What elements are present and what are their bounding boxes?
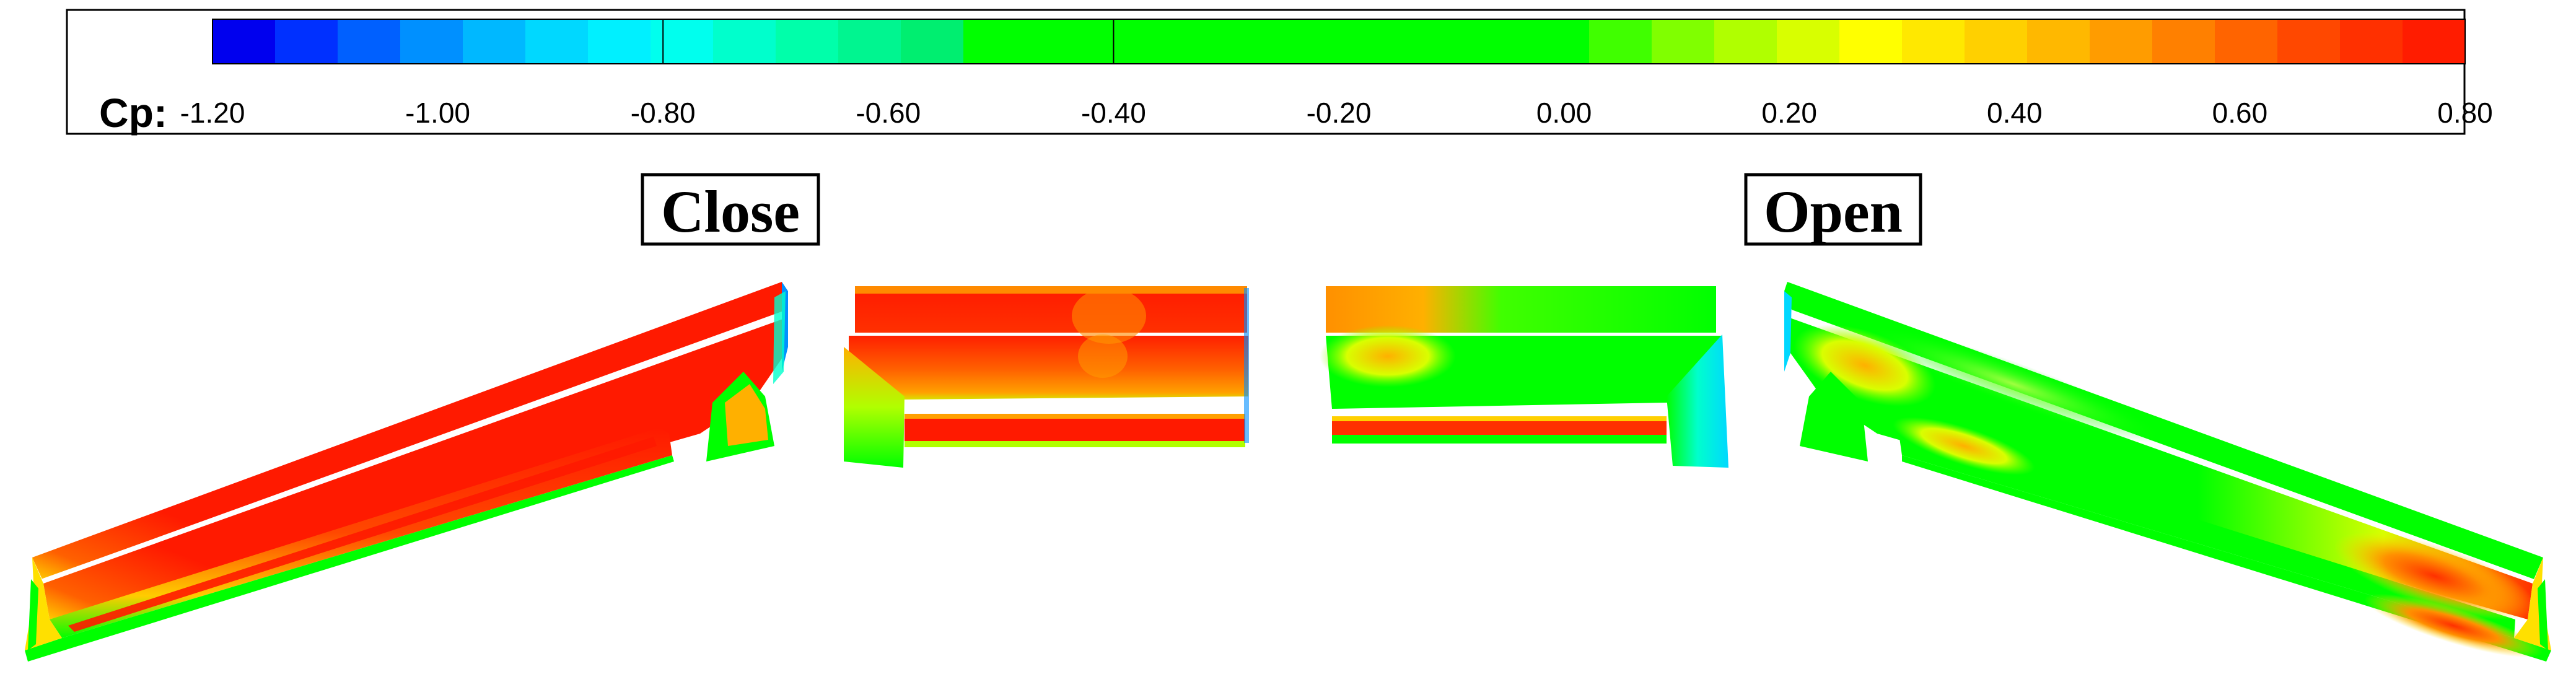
colorbar-band — [1777, 19, 1840, 64]
open-wing-light-band — [1862, 325, 2165, 443]
colorbar-tick-label: -0.80 — [631, 97, 696, 129]
open-label: Open — [1764, 178, 1903, 245]
colorbar-band — [1026, 19, 1089, 64]
colorbar-band — [1527, 19, 1590, 64]
colorbar-band — [1589, 19, 1652, 64]
colorbar-tick-label: -1.00 — [405, 97, 470, 129]
colorbar-band — [525, 19, 589, 64]
open-fuselage-stripe-bottom — [1332, 435, 1667, 444]
close-fuselage-stripe — [905, 419, 1245, 441]
colorbar-tick-label: 0.40 — [1987, 97, 2043, 129]
colorbar-band — [2090, 19, 2153, 64]
close-label-box: Close — [641, 173, 820, 246]
colorbar-band — [1652, 19, 1715, 64]
colorbar-band — [713, 19, 776, 64]
colorbar-band — [1401, 19, 1465, 64]
colorbar-band — [963, 19, 1027, 64]
open-wing-fin — [1800, 372, 1868, 461]
open-wing-root-cyan — [1784, 291, 1792, 372]
close-label: Close — [661, 178, 800, 245]
colorbar-tick-label: 0.20 — [1761, 97, 1817, 129]
colorbar-strip — [212, 19, 2466, 64]
close-wing-slot — [41, 313, 788, 584]
colorbar-tick-label: -0.60 — [856, 97, 921, 129]
open-fuselage-surface — [1320, 286, 1728, 468]
colorbar-tick-label: -0.40 — [1081, 97, 1146, 129]
colorbar-band — [1339, 19, 1402, 64]
close-fuselage-right-edge — [1244, 288, 1249, 443]
colorbar-band — [901, 19, 964, 64]
colorbar-legend: Cp: -1.20 -1.00 -0.80 -0.60 -0.40 -0.20 0.00 0.… — [66, 9, 2493, 136]
open-wing-tip-green — [2538, 579, 2548, 650]
close-fuselage-side — [844, 347, 905, 468]
open-fuselage-gap — [1326, 333, 1722, 336]
colorbar-band — [838, 19, 901, 64]
colorbar-band — [776, 19, 839, 64]
colorbar-band — [1965, 19, 2028, 64]
colorbar-title: Cp: — [99, 90, 167, 136]
colorbar-band — [2027, 19, 2090, 64]
colorbar-strip-border — [212, 19, 2466, 64]
open-label-box: Open — [1744, 173, 1922, 246]
open-fuselage-warm — [1320, 325, 1456, 387]
close-fuselage-gap — [849, 333, 1248, 336]
close-wing-tip-green — [28, 579, 38, 650]
close-fuselage-surface — [844, 286, 1249, 468]
open-wing-flap — [1899, 427, 2515, 638]
open-wing-surface — [1784, 282, 2551, 662]
colorbar-band — [275, 19, 338, 64]
colorbar-band — [2403, 19, 2466, 64]
colorbar-band — [212, 19, 276, 64]
colorbar-band — [2215, 19, 2278, 64]
close-wing-trailing — [25, 455, 674, 662]
close-wing-root-cyan — [773, 291, 786, 384]
colorbar-band — [2152, 19, 2215, 64]
close-wing-fin-hot — [725, 384, 768, 446]
colorbar-tick-label: -1.20 — [180, 97, 245, 129]
colorbar-band — [463, 19, 526, 64]
colorbar-band — [2277, 19, 2341, 64]
close-fuselage-top — [855, 286, 1247, 333]
close-fuselage-hot-blob-2 — [1078, 334, 1128, 378]
colorbar-band — [651, 19, 714, 64]
colorbar-band — [1902, 19, 1965, 64]
colorbar-tick-label: -0.20 — [1307, 97, 1372, 129]
close-wing-surface — [25, 282, 788, 662]
colorbar-tick-label: 0.00 — [1536, 97, 1592, 129]
colorbar-tick-label: 0.80 — [2437, 97, 2493, 129]
open-fuselage-stripe-fade — [1332, 416, 1667, 421]
colorbar-band — [1714, 19, 1777, 64]
open-fuselage-side — [1667, 334, 1728, 468]
colorbar-band — [1276, 19, 1339, 64]
close-wing-mid — [43, 317, 788, 619]
colorbar-band — [1214, 19, 1277, 64]
close-fuselage-mid — [849, 336, 1248, 403]
open-wing-tip-hot-2 — [2364, 593, 2543, 658]
open-wing-flap-warm — [1893, 417, 2035, 475]
colorbar-tick-label: 0.60 — [2212, 97, 2268, 129]
colorbar-band — [1151, 19, 1214, 64]
colorbar-band — [2340, 19, 2403, 64]
close-wing-upper — [32, 282, 787, 579]
colorbar-tick-labels: -1.20 -1.00 -0.80 -0.60 -0.40 -0.20 0.00 0.20 0.… — [180, 97, 2493, 129]
close-fuselage-stripe-top — [905, 414, 1245, 419]
colorbar-band — [588, 19, 651, 64]
colorbar-band — [400, 19, 463, 64]
colorbar-band — [338, 19, 401, 64]
open-fuselage-stripe — [1332, 421, 1667, 435]
colorbar-band — [1464, 19, 1527, 64]
close-fuselage-hot-blob — [1072, 288, 1146, 344]
open-wing-tip-hot — [2334, 532, 2536, 620]
close-wing-flap-inner — [68, 437, 657, 632]
colorbar-band — [1839, 19, 1903, 64]
colorbar-band — [1089, 19, 1152, 64]
open-fuselage-top — [1326, 286, 1716, 333]
close-fuselage-top-edge — [855, 286, 1247, 294]
close-fuselage-stripe-bottom — [905, 441, 1245, 447]
